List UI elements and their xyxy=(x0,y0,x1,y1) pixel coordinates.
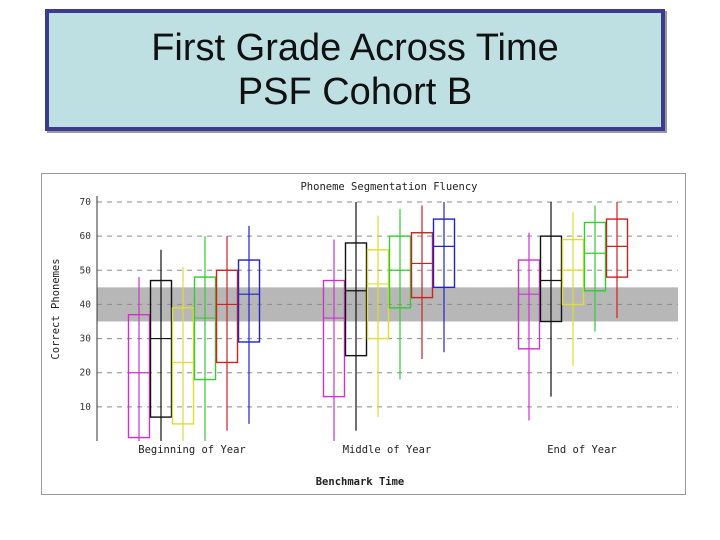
y-tick-label: 30 xyxy=(80,334,92,345)
box-iqr xyxy=(410,232,434,299)
box-iqr xyxy=(432,218,456,289)
box-iqr xyxy=(388,235,412,309)
y-tick-label: 40 xyxy=(80,299,92,310)
box-iqr xyxy=(605,218,629,278)
slide-title-box: First Grade Across Time PSF Cohort B xyxy=(45,9,665,131)
box-iqr xyxy=(344,242,368,357)
box-iqr xyxy=(539,235,563,323)
x-category-label: Middle of Year xyxy=(343,444,432,456)
box-iqr xyxy=(583,221,607,292)
y-tick-label: 50 xyxy=(80,265,92,276)
box-iqr xyxy=(237,259,261,343)
y-tick-label: 70 xyxy=(80,197,92,208)
box-iqr xyxy=(193,276,217,381)
chart-title: Phoneme Segmentation Fluency xyxy=(300,181,477,193)
slide-title-line1: First Grade Across Time xyxy=(151,27,559,69)
box-iqr xyxy=(561,238,585,306)
x-category-label: Beginning of Year xyxy=(138,444,245,456)
chart-frame: Phoneme Segmentation Fluency Correct Pho… xyxy=(41,173,686,495)
box-iqr xyxy=(322,279,346,398)
y-tick-label: 60 xyxy=(80,231,92,242)
slide-title-line2: PSF Cohort B xyxy=(237,71,473,113)
x-axis-label: Benchmark Time xyxy=(316,476,405,488)
box-iqr xyxy=(171,307,195,425)
psf-boxplot-chart: Phoneme Segmentation Fluency Correct Pho… xyxy=(50,181,678,488)
box-iqr xyxy=(149,279,173,418)
box-iqr xyxy=(127,313,151,439)
x-category-label: End of Year xyxy=(547,444,617,456)
y-tick-label: 20 xyxy=(80,368,92,379)
y-tick-label: 10 xyxy=(80,402,92,413)
box-iqr xyxy=(517,259,541,350)
box-iqr xyxy=(215,269,239,364)
box-iqr xyxy=(366,249,390,340)
y-axis-label: Correct Phonemes xyxy=(50,258,62,359)
